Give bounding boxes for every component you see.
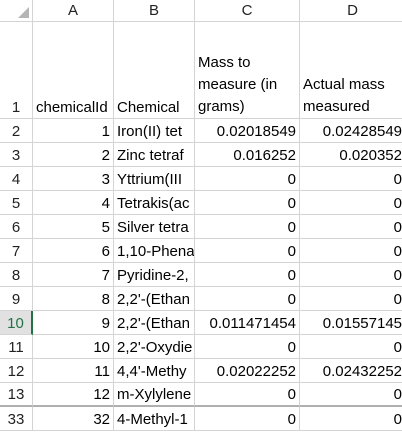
row-header-10[interactable]: 10 [0,311,33,335]
cell-d10[interactable]: 0.01557145 [300,311,402,335]
cell-a8[interactable]: 7 [33,263,114,287]
row-header-6[interactable]: 6 [0,215,33,239]
cell-a4[interactable]: 3 [33,167,114,191]
cell-d9[interactable]: 0 [300,287,402,311]
cell-a10[interactable]: 9 [33,311,114,335]
column-header-c[interactable]: C [195,0,300,22]
cell-a12[interactable]: 11 [33,359,114,383]
cell-c3[interactable]: 0.016252 [195,143,300,167]
cell-c11[interactable]: 0 [195,335,300,359]
cell-c5[interactable]: 0 [195,191,300,215]
cell-b8[interactable]: Pyridine-2, [114,263,195,287]
row-header-2[interactable]: 2 [0,119,33,143]
cell-c6[interactable]: 0 [195,215,300,239]
row-header-4[interactable]: 4 [0,167,33,191]
cell-d11[interactable]: 0 [300,335,402,359]
row-header-3[interactable]: 3 [0,143,33,167]
cell-c10[interactable]: 0.011471454 [195,311,300,335]
cell-d3[interactable]: 0.020352 [300,143,402,167]
cell-b33[interactable]: 4-Methyl-1 [114,407,195,431]
cell-c4[interactable]: 0 [195,167,300,191]
cell-b3[interactable]: Zinc tetraf [114,143,195,167]
cell-a2[interactable]: 1 [33,119,114,143]
cell-c1[interactable]: Mass to measure (in grams) [195,22,300,119]
cell-d4[interactable]: 0 [300,167,402,191]
row-header-5[interactable]: 5 [0,191,33,215]
cell-b13[interactable]: m-Xylylene [114,383,195,407]
cell-d6[interactable]: 0 [300,215,402,239]
cell-a6[interactable]: 5 [33,215,114,239]
cell-a5[interactable]: 4 [33,191,114,215]
cell-d8[interactable]: 0 [300,263,402,287]
cell-a7[interactable]: 6 [33,239,114,263]
cell-a33[interactable]: 32 [33,407,114,431]
cell-c8[interactable]: 0 [195,263,300,287]
cell-b5[interactable]: Tetrakis(ac [114,191,195,215]
cell-b10[interactable]: 2,2'-(Ethan [114,311,195,335]
row-header-7[interactable]: 7 [0,239,33,263]
cell-d33[interactable]: 0 [300,407,402,431]
cell-c9[interactable]: 0 [195,287,300,311]
cell-a13[interactable]: 12 [33,383,114,407]
cell-d13[interactable]: 0 [300,383,402,407]
row-header-11[interactable]: 11 [0,335,33,359]
column-header-d[interactable]: D [300,0,402,22]
cell-b1[interactable]: Chemical [114,22,195,119]
column-header-b[interactable]: B [114,0,195,22]
row-header-12[interactable]: 12 [0,359,33,383]
select-all-button[interactable] [0,0,33,22]
column-header-a[interactable]: A [33,0,114,22]
row-header-9[interactable]: 9 [0,287,33,311]
cell-d12[interactable]: 0.02432252 [300,359,402,383]
row-header-33[interactable]: 33 [0,407,33,431]
row-header-8[interactable]: 8 [0,263,33,287]
cell-b7[interactable]: 1,10-Phena [114,239,195,263]
cell-d5[interactable]: 0 [300,191,402,215]
cell-c7[interactable]: 0 [195,239,300,263]
cell-b12[interactable]: 4,4'-Methy [114,359,195,383]
cell-b11[interactable]: 2,2'-Oxydie [114,335,195,359]
cell-b9[interactable]: 2,2'-(Ethan [114,287,195,311]
cell-a1[interactable]: chemicalId [33,22,114,119]
cell-b6[interactable]: Silver tetra [114,215,195,239]
cell-c13[interactable]: 0 [195,383,300,407]
cell-a3[interactable]: 2 [33,143,114,167]
cell-d7[interactable]: 0 [300,239,402,263]
cell-c33[interactable]: 0 [195,407,300,431]
cell-d1[interactable]: Actual mass measured [300,22,402,119]
cell-c12[interactable]: 0.02022252 [195,359,300,383]
cell-a9[interactable]: 8 [33,287,114,311]
cell-b2[interactable]: Iron(II) tet [114,119,195,143]
cell-a11[interactable]: 10 [33,335,114,359]
cell-d2[interactable]: 0.02428549 [300,119,402,143]
row-header-1[interactable]: 1 [0,22,33,119]
cell-b4[interactable]: Yttrium(III [114,167,195,191]
row-header-13[interactable]: 13 [0,383,33,407]
cell-c2[interactable]: 0.02018549 [195,119,300,143]
